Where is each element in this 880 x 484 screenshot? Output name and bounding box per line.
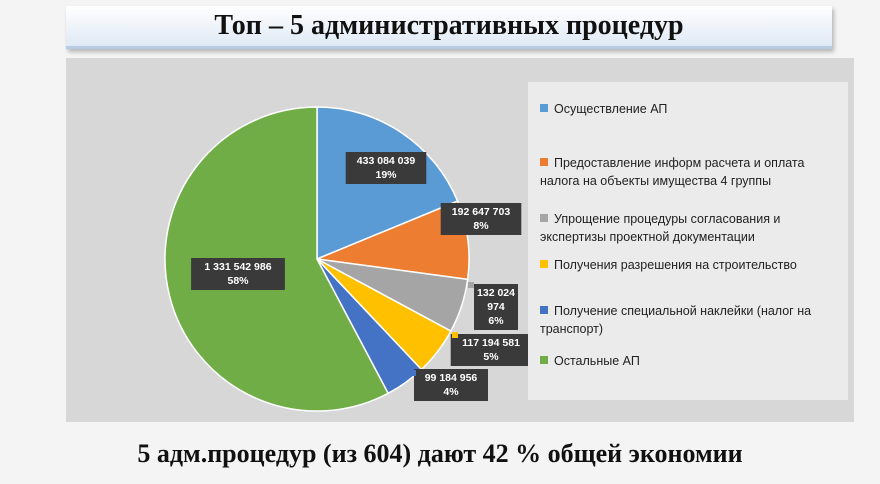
percent-label-1: 19% (375, 169, 397, 181)
data-label-6: 1 331 542 986 58% (191, 258, 285, 290)
legend-swatch-4 (540, 260, 548, 268)
legend-swatch-2 (540, 158, 548, 166)
label-color-marker-5 (410, 370, 416, 376)
legend-swatch-6 (540, 356, 548, 364)
percent-label-2: 8% (473, 220, 489, 232)
data-label-bg-6 (191, 258, 285, 290)
label-color-marker-4 (452, 332, 458, 338)
percent-label-6: 58% (227, 275, 249, 287)
data-label-bg-1 (345, 152, 427, 184)
value-label-4: 117 194 581 (462, 337, 520, 349)
page-title: Топ – 5 административных процедур (214, 10, 684, 41)
data-label-bg-4 (450, 334, 532, 366)
legend-label-1: Осуществление АП (554, 102, 668, 116)
chart-legend: Осуществление АП Предоставление информ ра… (528, 82, 848, 400)
legend-item-3: Упрощение процедуры согласования и экспе… (540, 210, 836, 246)
legend-item-2: Предоставление информ расчета и оплата н… (540, 154, 836, 190)
value-label-3: 974 (487, 301, 505, 313)
legend-item-5: Получение специальной наклейки (налог на… (540, 302, 836, 338)
legend-swatch-1 (540, 104, 548, 112)
legend-label-5: Получение специальной наклейки (налог на… (540, 304, 812, 336)
legend-swatch-3 (540, 214, 548, 222)
percent-label-5: 4% (443, 386, 459, 398)
data-label-1: 433 084 039 19% (345, 152, 427, 184)
value-label-6: 1 331 542 986 (204, 261, 271, 273)
chart-panel: 433 084 039 19% 192 647 703 8% 132 024 974 6% 1… (66, 58, 854, 422)
legend-item-6: Остальные АП (540, 352, 836, 370)
percent-label-4: 5% (483, 351, 499, 363)
footer-caption-container: 5 адм.процедур (из 604) дают 42 % общей … (0, 432, 880, 476)
data-label-2: 192 647 703 8% (440, 203, 522, 235)
legend-label-3: Упрощение процедуры согласования и экспе… (540, 212, 781, 244)
title-banner: Топ – 5 административных процедур (66, 6, 832, 49)
legend-item-4: Получения разрешения на строительство (540, 256, 836, 274)
data-label-4: 117 194 581 5% (450, 332, 532, 366)
data-label-5: 99 184 956 4% (410, 369, 488, 401)
data-label-bg-5 (414, 369, 488, 401)
value-label-5: 99 184 956 (425, 372, 478, 384)
data-label-bg-2 (440, 203, 522, 235)
data-label-3: 132 024 974 6% (468, 282, 518, 330)
legend-label-4: Получения разрешения на строительство (554, 258, 797, 272)
percent-label-3: 6% (488, 315, 504, 327)
label-color-marker-3 (468, 282, 474, 288)
legend-item-1: Осуществление АП (540, 100, 836, 118)
legend-label-6: Остальные АП (554, 354, 640, 368)
footer-caption: 5 адм.процедур (из 604) дают 42 % общей … (137, 439, 743, 468)
legend-label-2: Предоставление информ расчета и оплата н… (540, 156, 805, 188)
value-label-2: 192 647 703 (452, 206, 511, 218)
value-label-1: 433 084 039 (357, 155, 416, 167)
value-label-3: 132 024 (477, 287, 515, 299)
legend-swatch-5 (540, 306, 548, 314)
data-label-bg-3 (474, 284, 518, 330)
